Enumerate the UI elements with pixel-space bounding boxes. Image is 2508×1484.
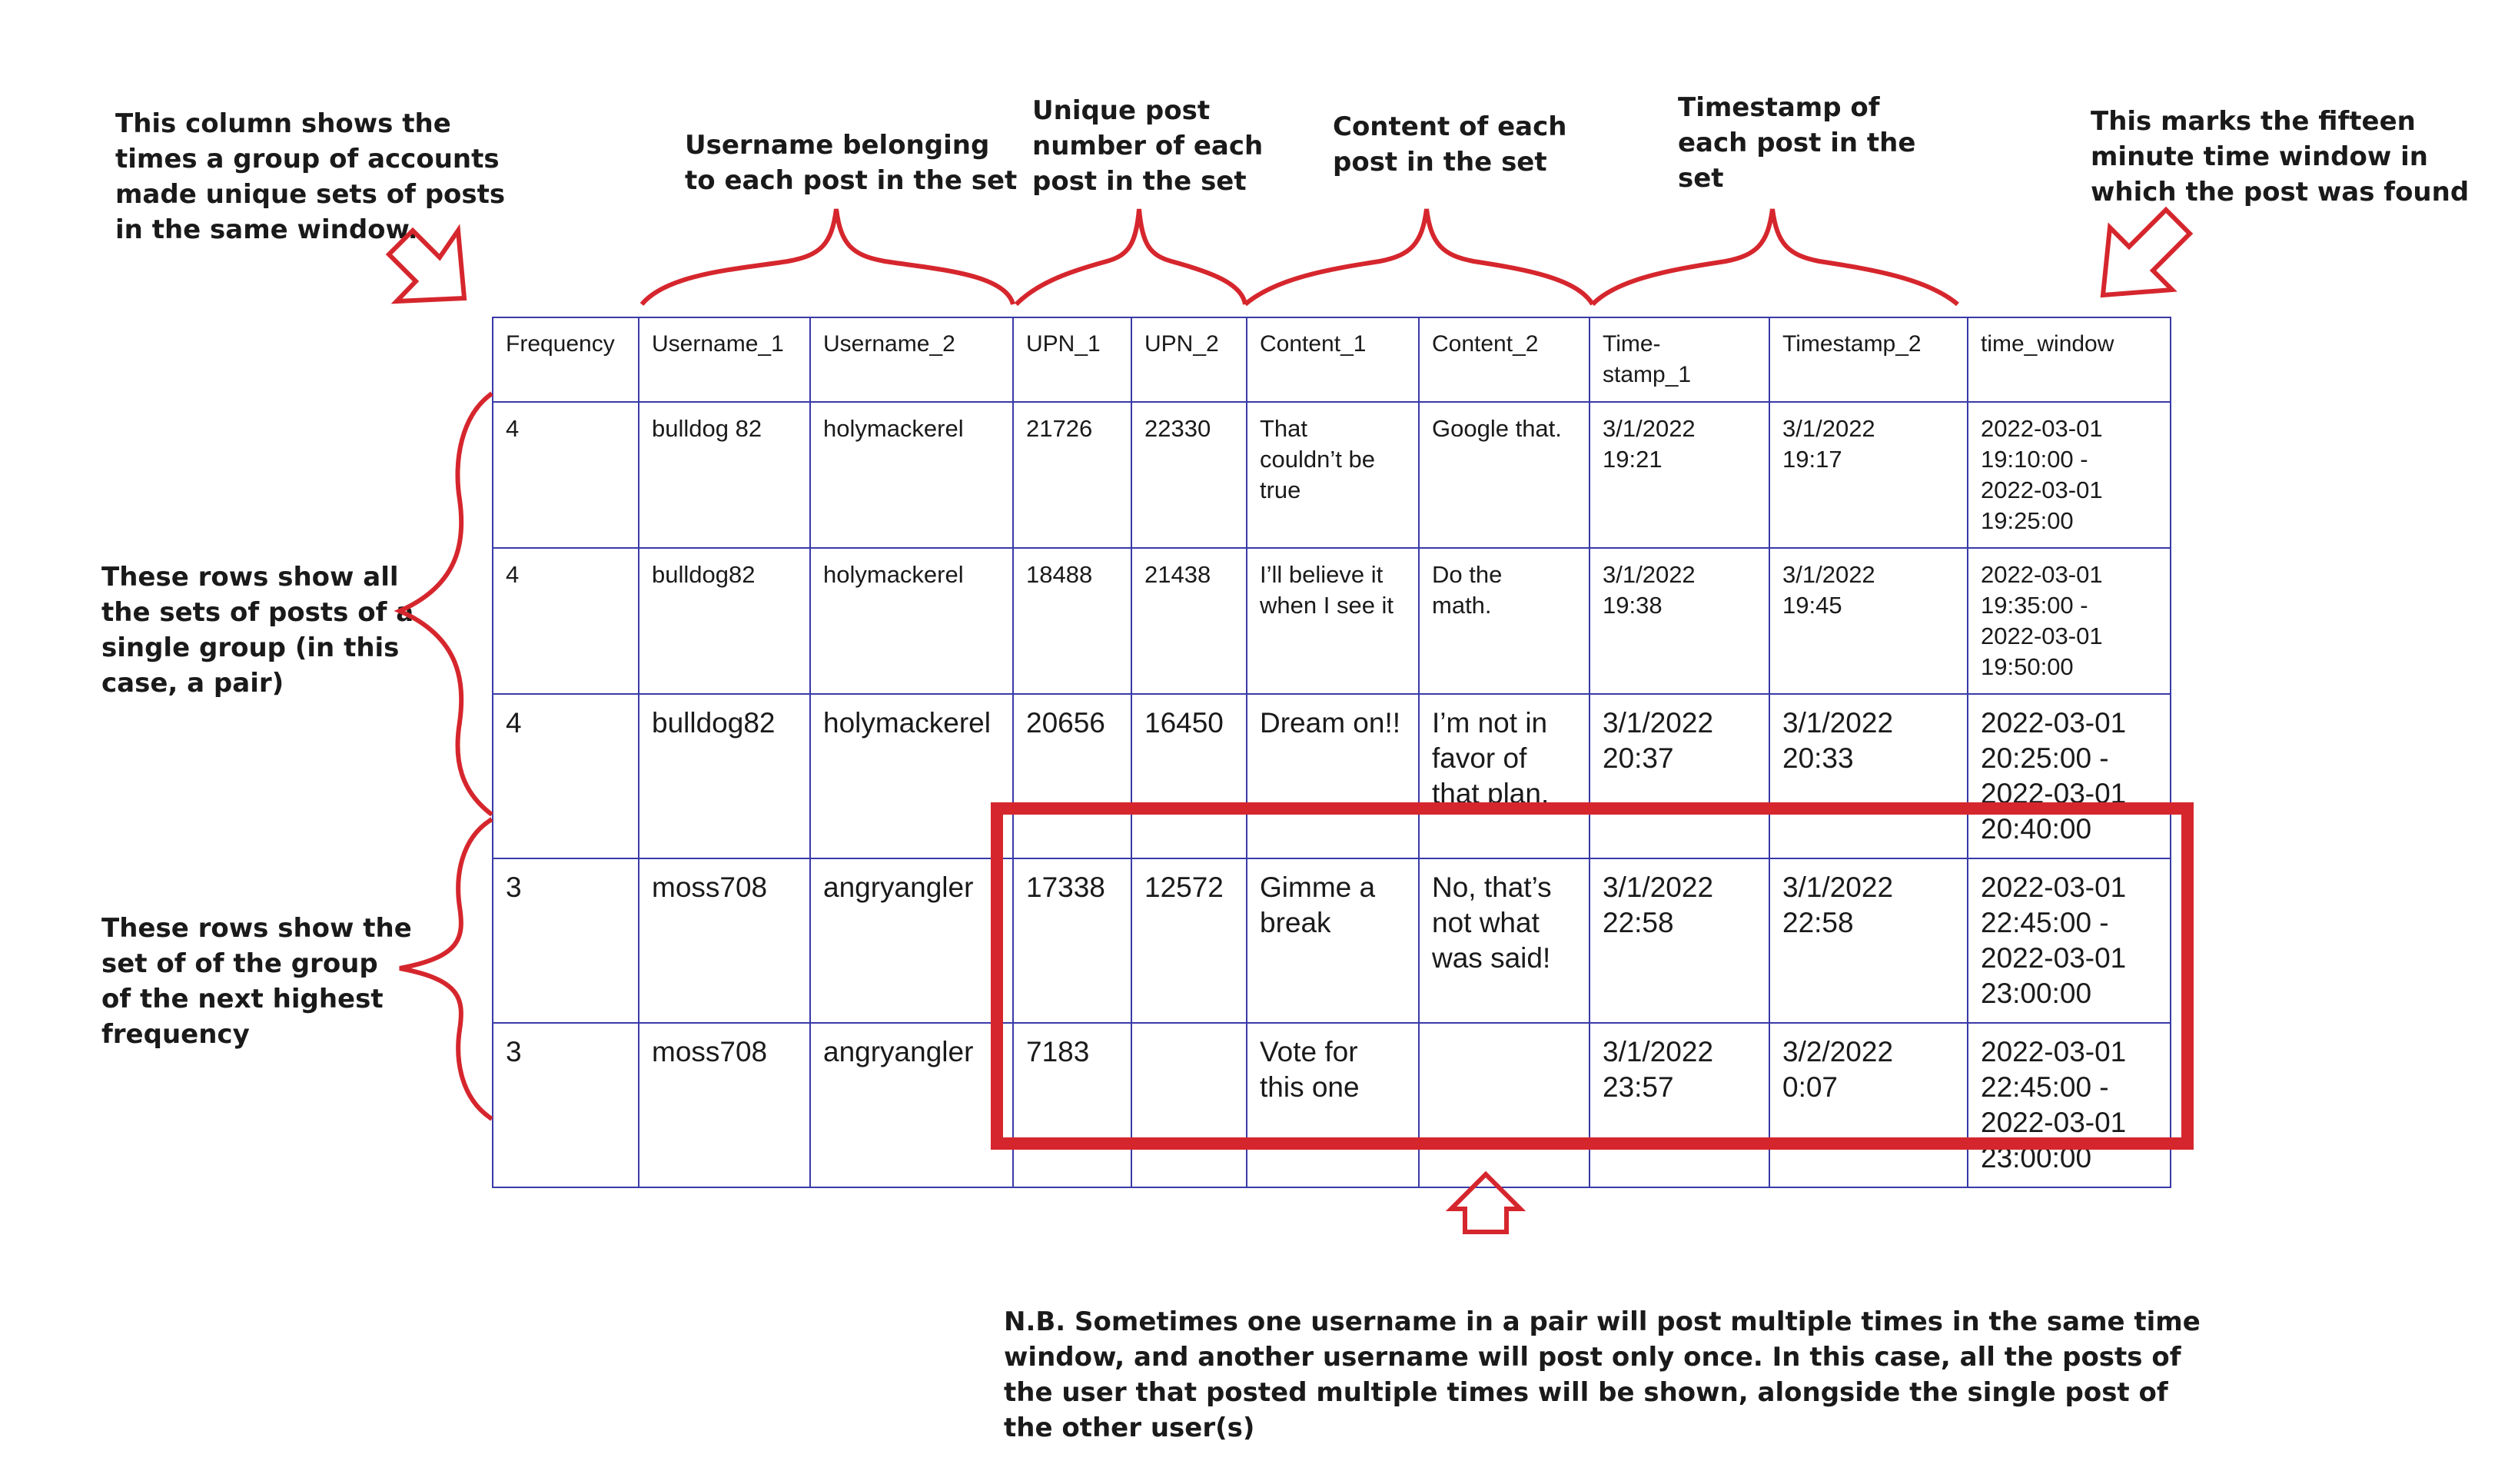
col-upn-2: UPN_2 [1131,317,1247,403]
cell-timestamp-2: 3/2/2022 0:07 [1769,1022,1968,1188]
nb-annotation: N.B. Sometimes one username in a pair wi… [1004,1306,2201,1443]
cell-username-2: holymackerel [809,547,1014,695]
cell-upn-2: 22330 [1131,401,1247,549]
col-frequency: Frequency [492,317,639,403]
table-row: 4 bulldog 82 holymackerel 21726 22330 That co… [492,401,2171,549]
cell-username-1: bulldog 82 [638,401,811,549]
content-annotation: Content of each post in the set [1333,111,1567,178]
cell-time-window: 2022-03-01 22:45:00 - 2022-03-01 23:00:0… [1967,858,2171,1024]
table-row: 3 moss708 angryangler 17338 12572 Gimme a bre… [492,858,2171,1024]
next-group-rows-brace [399,817,493,1121]
cell-timestamp-1: 3/1/2022 19:21 [1589,401,1770,549]
arrow-down-right-icon [385,224,467,304]
username-annotation: Username belonging to each post in the s… [685,130,1018,196]
cell-username-1: bulldog82 [638,693,811,859]
cell-timestamp-2: 3/1/2022 19:17 [1769,401,1968,549]
cell-upn-2: 16450 [1131,693,1247,859]
cell-content-2: Google that. [1418,401,1590,549]
content-brace [1244,208,1595,307]
col-username-1: Username_1 [638,317,811,403]
cell-upn-2 [1131,1022,1247,1188]
table-row: 4 bulldog82 holymackerel 20656 16450 Dream on… [492,693,2171,859]
col-upn-1: UPN_1 [1012,317,1132,403]
cell-timestamp-1: 3/1/2022 22:58 [1589,858,1770,1024]
cell-content-2 [1418,1022,1590,1188]
cell-content-1: That couldn’t be true [1246,401,1420,549]
cell-content-2: I’m not in favor of that plan. [1418,693,1590,859]
group-rows-brace [394,391,493,817]
cell-time-window: 2022-03-01 22:45:00 - 2022-03-01 23:00:0… [1967,1022,2171,1188]
cell-frequency: 3 [492,858,639,1024]
cell-timestamp-1: 3/1/2022 23:57 [1589,1022,1770,1188]
cell-frequency: 3 [492,1022,639,1188]
cell-time-window: 2022-03-01 20:25:00 - 2022-03-01 20:40:0… [1967,693,2171,859]
timestamp-brace [1590,208,1959,307]
cell-upn-1: 21726 [1012,401,1132,549]
cell-timestamp-2: 3/1/2022 20:33 [1769,693,1968,859]
cell-upn-1: 18488 [1012,547,1132,695]
arrow-up-icon [1445,1170,1526,1234]
arrow-down-left-icon [2100,206,2194,298]
cell-timestamp-2: 3/1/2022 22:58 [1769,858,1968,1024]
timestamp-annotation: Timestamp of each post in the set [1678,92,1916,194]
cell-username-2: holymackerel [809,401,1014,549]
cell-username-1: moss708 [638,1022,811,1188]
posts-table: Frequency Username_1 Username_2 UPN_1 UP… [492,317,2171,1188]
cell-frequency: 4 [492,547,639,695]
cell-time-window: 2022-03-01 19:35:00 - 2022-03-01 19:50:0… [1967,547,2171,695]
group-rows-annotation: These rows show all the sets of posts of… [101,562,414,699]
cell-timestamp-1: 3/1/2022 19:38 [1589,547,1770,695]
cell-content-2: No, that’s not what was said! [1418,858,1590,1024]
highlight-box [991,802,2194,1150]
cell-content-1: Vote for this one [1246,1022,1420,1188]
cell-username-1: bulldog82 [638,547,811,695]
upn-annotation: Unique post number of each post in the s… [1032,95,1264,197]
cell-upn-1: 7183 [1012,1022,1132,1188]
frequency-annotation: This column shows the times a group of a… [115,108,506,245]
cell-username-2: holymackerel [809,693,1014,859]
col-username-2: Username_2 [809,317,1014,403]
upn-brace [1014,208,1247,307]
col-timestamp-2: Timestamp_2 [1769,317,1968,403]
cell-time-window: 2022-03-01 19:10:00 - 2022-03-01 19:25:0… [1967,401,2171,549]
cell-upn-2: 12572 [1131,858,1247,1024]
username-brace [639,208,1015,306]
cell-username-2: angryangler [809,1022,1014,1188]
cell-upn-1: 17338 [1012,858,1132,1024]
cell-content-2: Do the math. [1418,547,1590,695]
col-time-window: time_window [1967,317,2171,403]
cell-frequency: 4 [492,401,639,549]
cell-username-2: angryangler [809,858,1014,1024]
cell-content-1: Dream on!! [1246,693,1420,859]
time-window-annotation: This marks the fifteen minute time windo… [2091,106,2470,207]
cell-username-1: moss708 [638,858,811,1024]
col-content-2: Content_2 [1418,317,1590,403]
cell-timestamp-1: 3/1/2022 20:37 [1589,693,1770,859]
table-row: 4 bulldog82 holymackerel 18488 21438 I’ll bel… [492,547,2171,695]
cell-content-1: I’ll believe it when I see it [1246,547,1420,695]
cell-upn-2: 21438 [1131,547,1247,695]
cell-content-1: Gimme a break [1246,858,1420,1024]
header-row: Frequency Username_1 Username_2 UPN_1 UP… [492,317,2171,403]
col-content-1: Content_1 [1246,317,1420,403]
col-timestamp-1: Time- stamp_1 [1589,317,1770,403]
cell-frequency: 4 [492,693,639,859]
next-group-rows-annotation: These rows show the set of of the group … [101,913,412,1050]
cell-upn-1: 20656 [1012,693,1132,859]
cell-timestamp-2: 3/1/2022 19:45 [1769,547,1968,695]
table-row: 3 moss708 angryangler 7183 Vote for this one… [492,1022,2171,1188]
